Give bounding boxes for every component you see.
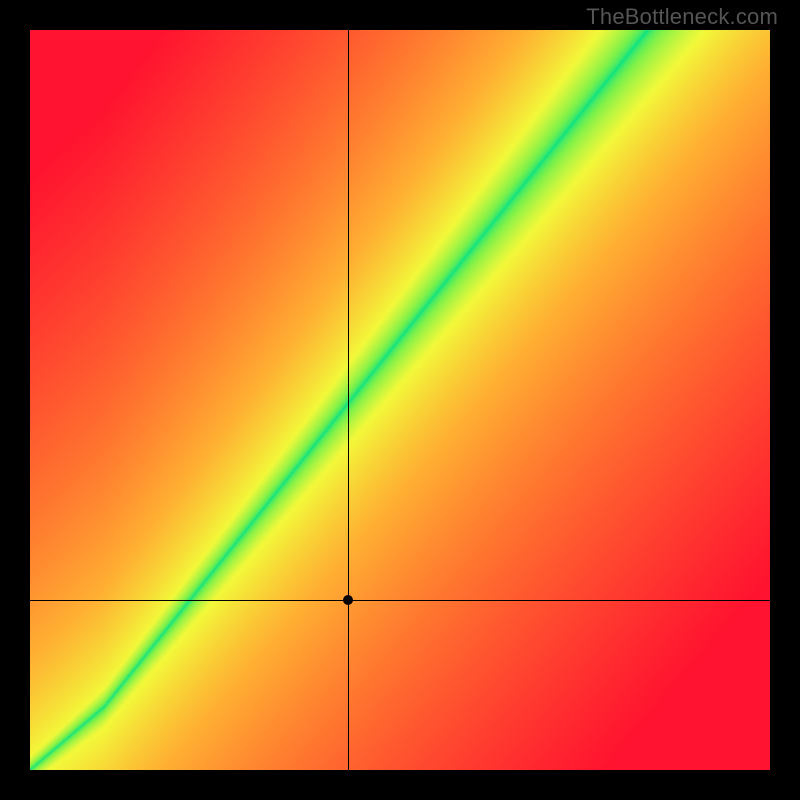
crosshair-vertical xyxy=(348,30,349,770)
plot-area xyxy=(30,30,770,770)
heatmap-canvas xyxy=(30,30,770,770)
marker-dot xyxy=(343,595,353,605)
crosshair-horizontal xyxy=(30,600,770,601)
chart-container: TheBottleneck.com xyxy=(0,0,800,800)
attribution-label: TheBottleneck.com xyxy=(586,4,778,30)
